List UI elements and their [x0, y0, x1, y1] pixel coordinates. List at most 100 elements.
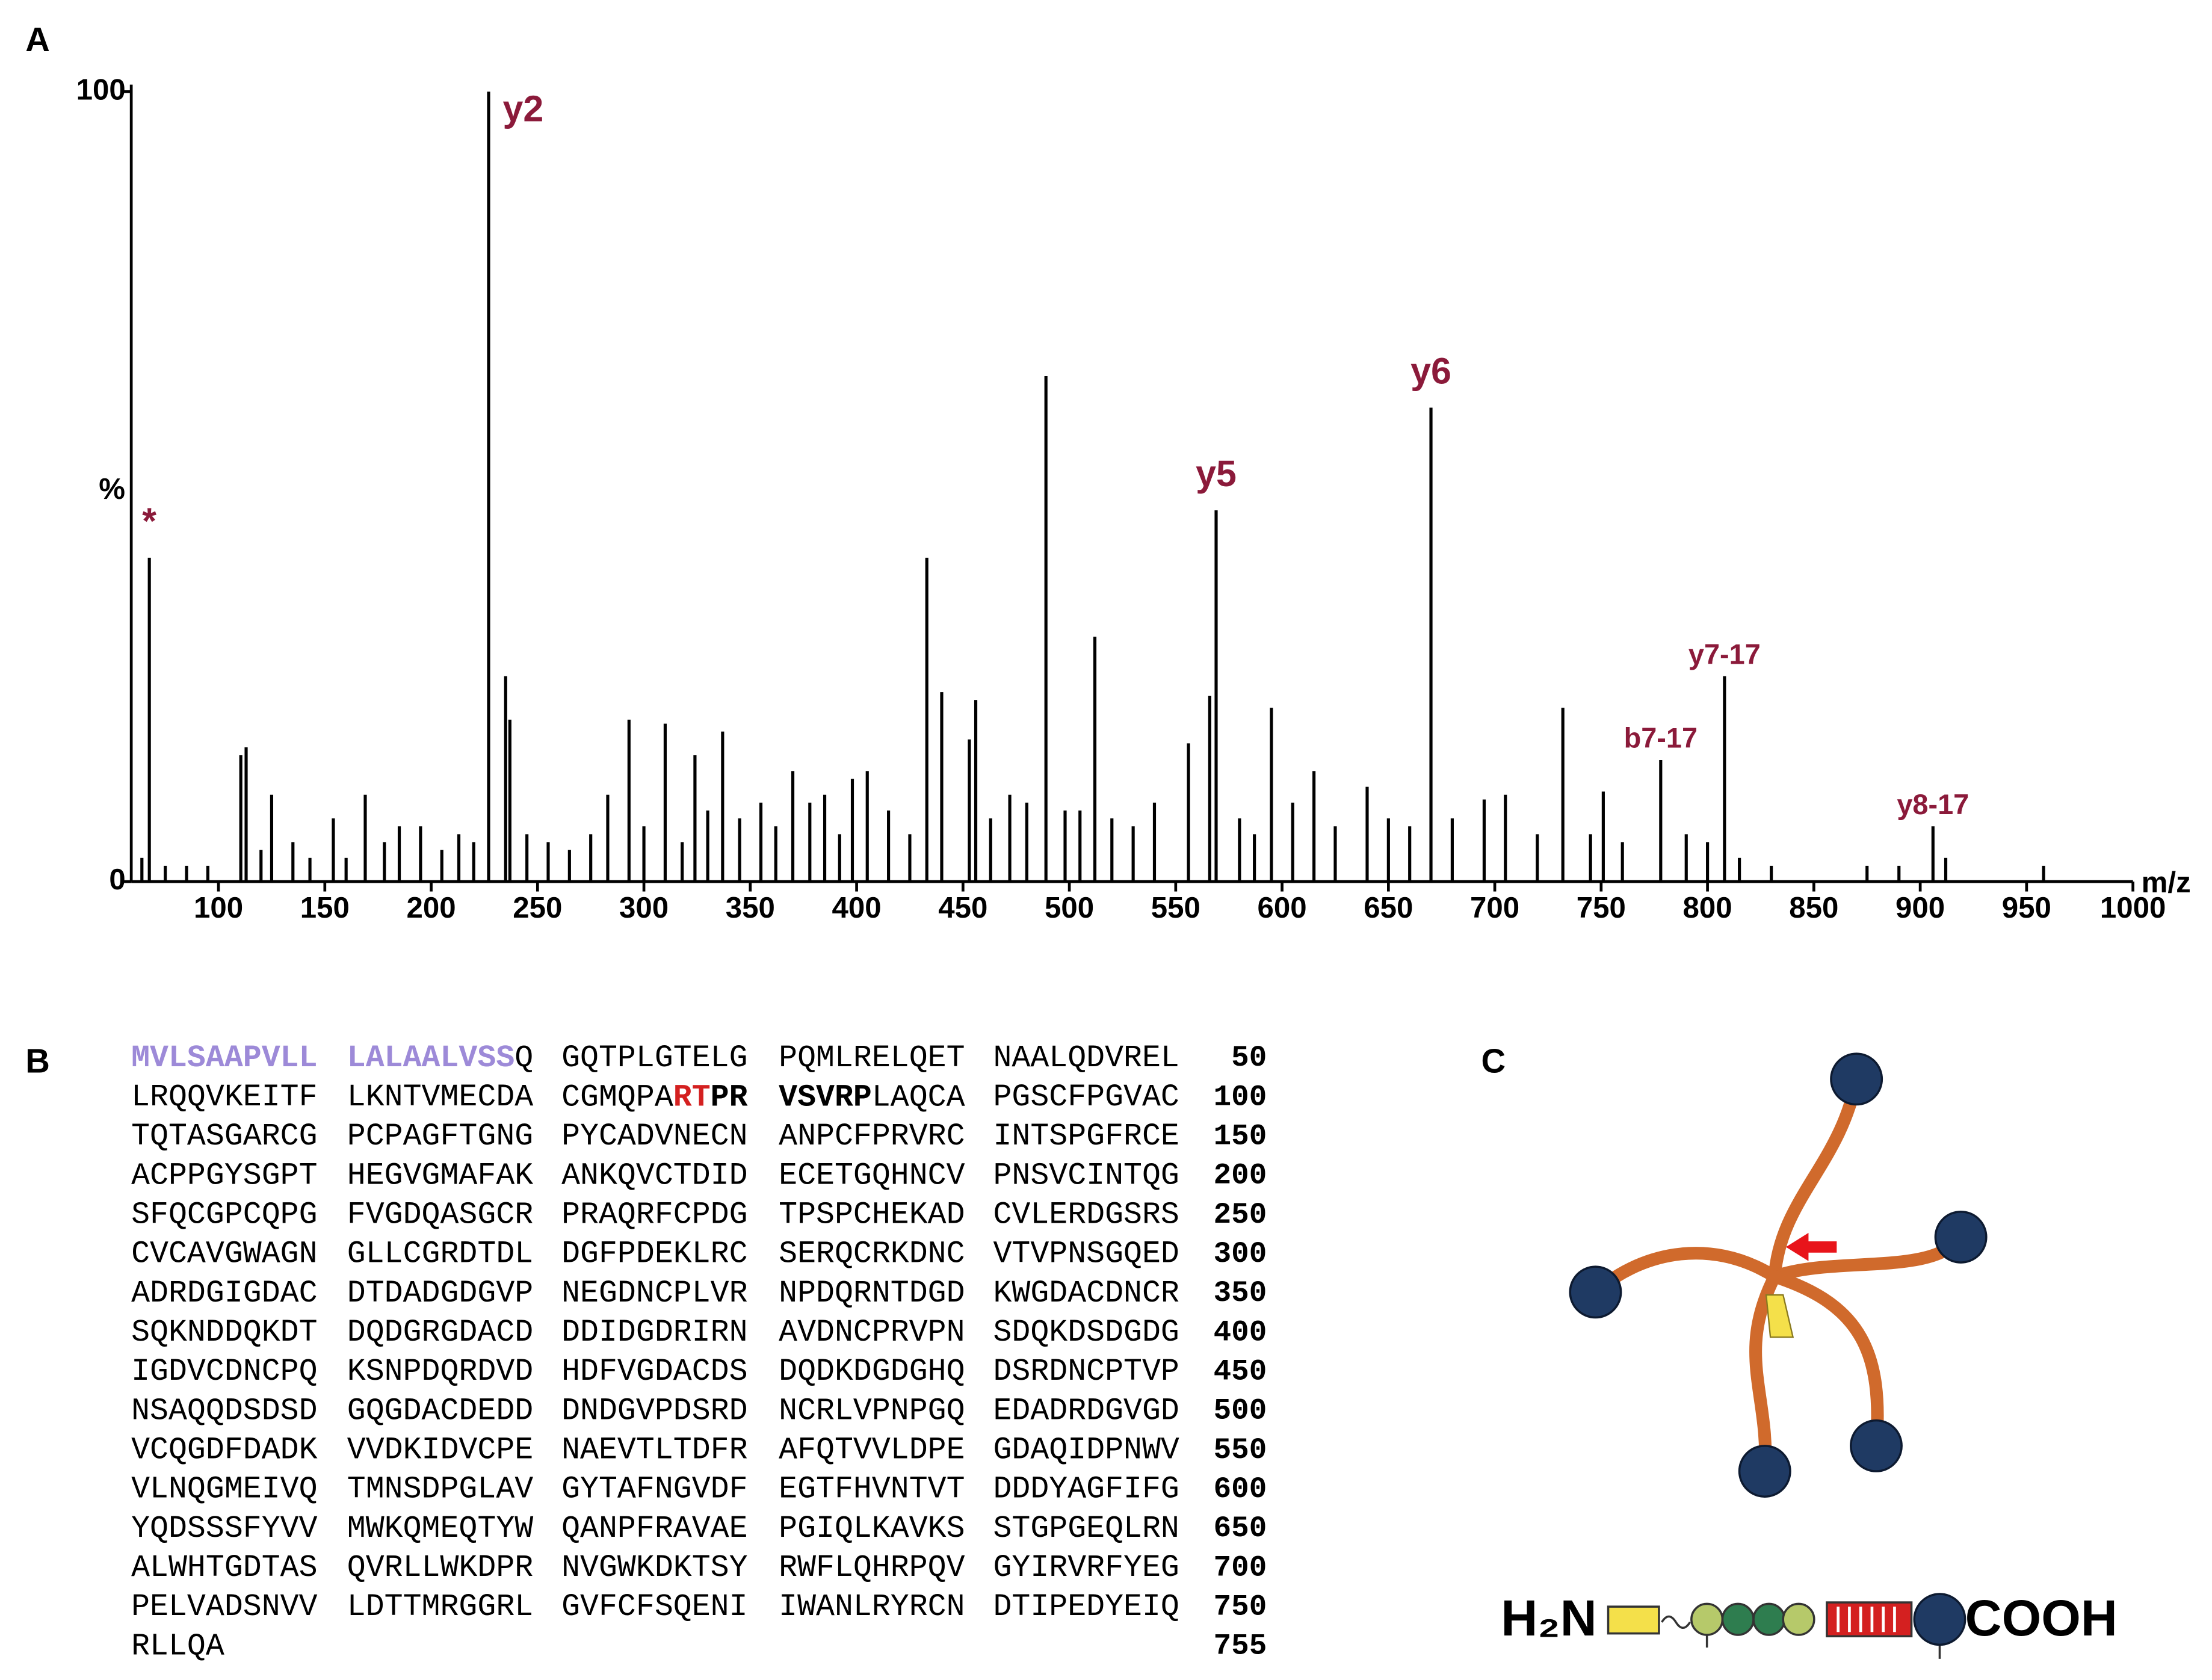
x-tick-label: 100	[194, 891, 243, 924]
sequence-group: DNDGVPDSRD	[561, 1394, 747, 1428]
sequence-group: HEGVGMAFAK	[347, 1158, 533, 1193]
sequence-group: YQDSSSFYVV	[131, 1512, 317, 1546]
sequence-group: SFQCGPCQPG	[131, 1197, 317, 1232]
x-tick-label: 550	[1151, 891, 1200, 924]
x-tick-label: 400	[832, 891, 882, 924]
residue-count: 750	[1214, 1590, 1267, 1624]
sequence-group: FVGDQASGCR	[347, 1197, 533, 1232]
residue-count: 500	[1214, 1394, 1267, 1428]
sequence-group: DDDYAGFIFG	[993, 1472, 1179, 1507]
x-axis-label: m/z	[2142, 866, 2191, 899]
sequence-group: TQTASGARCG	[131, 1119, 317, 1154]
sequence-group: EGTFHVNTVT	[779, 1472, 965, 1507]
x-tick-label: 950	[2002, 891, 2051, 924]
peak-annotation: *	[142, 501, 156, 542]
sequence-group: DGFPDEKLRC	[561, 1237, 747, 1272]
sequence-group: DQDGRGDACD	[347, 1315, 533, 1350]
panel-label: A	[25, 20, 50, 58]
sequence-group: GDAQIDPNWV	[993, 1433, 1179, 1468]
sequence-group: KSNPDQRDVD	[347, 1354, 533, 1389]
sequence-group: QVRLLWKDPR	[347, 1551, 533, 1586]
x-tick-label: 500	[1045, 891, 1094, 924]
sequence-group: DQDKDGDGHQ	[779, 1354, 965, 1389]
residue-count: 400	[1214, 1315, 1267, 1349]
domain	[1934, 1210, 1988, 1264]
sequence-group: CVCAVGWAGN	[131, 1237, 317, 1272]
sequence-group: PGIQLKAVKS	[779, 1512, 965, 1546]
module	[1690, 1602, 1724, 1636]
sequence-group: SQKNDDQKDT	[131, 1315, 317, 1350]
sequence-group: VSVRPLAQCA	[779, 1080, 965, 1115]
sequence-group: AVDNCPRVPN	[779, 1315, 965, 1350]
x-tick-label: 750	[1577, 891, 1626, 924]
sequence-group: QANPFRAVAE	[561, 1512, 747, 1546]
sequence-group: ACPPGYSGPT	[131, 1158, 317, 1193]
n-terminus: H₂N	[1501, 1590, 1596, 1646]
y-tick-label: 100	[76, 73, 126, 106]
x-tick-label: 900	[1895, 891, 1945, 924]
sequence-group: TPSPCHEKAD	[779, 1197, 965, 1232]
repeat-box	[1826, 1601, 1913, 1638]
sequence-group: CVLERDGSRS	[993, 1197, 1179, 1232]
sequence-panel: MVLSAAPVLL LALAALVSSQ GQTPLGTELG PQMLRELQET…	[131, 1041, 1267, 1664]
sequence-group: PELVADSNVV	[131, 1590, 317, 1625]
sequence-group: LDTTMRGGRL	[347, 1590, 533, 1625]
sequence-group: SERQCRKDNC	[779, 1237, 965, 1272]
peak-annotation: y2	[502, 88, 543, 129]
sequence-group: ANPCFPRVRC	[779, 1119, 965, 1154]
residue-count: 450	[1214, 1355, 1267, 1389]
x-tick-label: 300	[619, 891, 669, 924]
sequence-group: VCQGDFDADK	[131, 1433, 317, 1468]
peak-annotation: y7-17	[1688, 638, 1761, 670]
sequence-group: NAEVTLTDFR	[561, 1433, 747, 1468]
x-tick-label: 650	[1364, 891, 1413, 924]
residue-count: 50	[1231, 1041, 1267, 1075]
sequence-group: PGSCFPGVAC	[993, 1080, 1179, 1115]
sequence-group: VVDKIDVCPE	[347, 1433, 533, 1468]
sequence-group: LKNTVMECDA	[347, 1080, 533, 1115]
sequence-group: NEGDNCPLVR	[561, 1276, 747, 1311]
sequence-fragment: PR	[711, 1080, 748, 1115]
sequence-group: PCPAGFTGNG	[347, 1119, 533, 1154]
sequence-fragment: MVLSAAPVLL	[131, 1041, 317, 1076]
domain	[1913, 1593, 1966, 1646]
sequence-group: DDIDGDRIRN	[561, 1315, 747, 1350]
x-tick-label: 250	[513, 891, 562, 924]
module	[1721, 1602, 1755, 1636]
sequence-group: SDQKDSDGDG	[993, 1315, 1179, 1350]
sequence-group: IWANLRYRCN	[779, 1590, 965, 1625]
sequence-group: CGMQPARTPR	[561, 1080, 747, 1115]
sequence-group: GVFCFSQENI	[561, 1590, 747, 1625]
sequence-group: MWKQMEQTYW	[347, 1512, 533, 1546]
sequence-group: KWGDACDNCR	[993, 1276, 1179, 1311]
residue-count: 300	[1214, 1237, 1267, 1271]
c-terminus: COOH	[1965, 1590, 2118, 1646]
x-tick-label: 700	[1470, 891, 1519, 924]
sequence-group: AFQTVVLDPE	[779, 1433, 965, 1468]
x-tick-label: 350	[726, 891, 775, 924]
sequence-fragment: Q	[514, 1041, 533, 1076]
domain	[1830, 1052, 1883, 1106]
sequence-group: GQGDACDEDD	[347, 1394, 533, 1428]
sequence-group: RWFLQHRPQV	[779, 1551, 965, 1586]
sequence-group: PNSVCINTQG	[993, 1158, 1179, 1193]
sequence-group: VTVPNSGQED	[993, 1237, 1179, 1272]
sequence-group: TMNSDPGLAV	[347, 1472, 533, 1507]
residue-count: 600	[1214, 1472, 1267, 1506]
stripes	[1837, 1607, 1896, 1632]
residue-count: 200	[1214, 1159, 1267, 1193]
peak-annotation: b7-17	[1624, 723, 1698, 754]
sequence-group: NAALQDVREL	[993, 1041, 1179, 1076]
sequence-group: ALWHTGDTAS	[131, 1551, 317, 1586]
globular-domains	[1569, 1052, 1988, 1498]
sequence-group: GYIRVRFYEG	[993, 1551, 1179, 1586]
sequence-group: PYCADVNECN	[561, 1119, 747, 1154]
panel-label: B	[25, 1042, 50, 1079]
x-tick-label: 200	[407, 891, 456, 924]
sequence-group: VLNQGMEIVQ	[131, 1472, 317, 1507]
residue-count: 250	[1214, 1198, 1267, 1232]
sequence-group: IGDVCDNCPQ	[131, 1354, 317, 1389]
sequence-fragment: RT	[673, 1080, 711, 1115]
module	[1782, 1602, 1815, 1636]
